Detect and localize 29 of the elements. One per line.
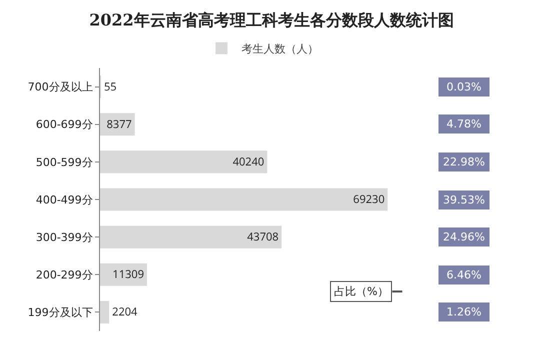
bar [100,300,110,324]
text: 39.53% [443,194,485,206]
text: 24.96% [443,230,485,244]
bar [100,226,282,248]
text: 22.98% [443,156,485,168]
data-label: 69230 [353,192,385,207]
legend-label: 考生人数（人） [242,42,318,56]
text: 0.03% [446,80,482,94]
y-tick-label: 300-399分 [36,230,93,244]
data-label: 11309 [112,267,144,282]
annotation: 占比（%） [334,285,388,298]
chart-title: 2022年云南省高考理工科考生各分数段人数统计图 [89,10,454,30]
data-label: 8377 [106,116,132,132]
y-tick-label: 700分及以上 [28,80,93,94]
y-tick-label: 199分及以下 [28,306,93,320]
data-label: 2204 [112,304,138,320]
data-label: 55 [104,79,117,94]
bar [100,263,147,286]
data-label: 43708 [247,230,279,245]
text: 6.46% [446,268,482,282]
bar [100,150,268,174]
y-tick-label: 500-599分 [36,156,93,169]
bar [100,188,388,211]
text: 4.78% [446,118,482,130]
y-tick-label: 400-499分 [36,193,93,206]
y-tick-label: 600-699分 [36,118,93,132]
y-tick-label: 200-299分 [36,268,93,282]
data-label: 40240 [232,154,264,170]
text: 1.26% [446,306,482,318]
